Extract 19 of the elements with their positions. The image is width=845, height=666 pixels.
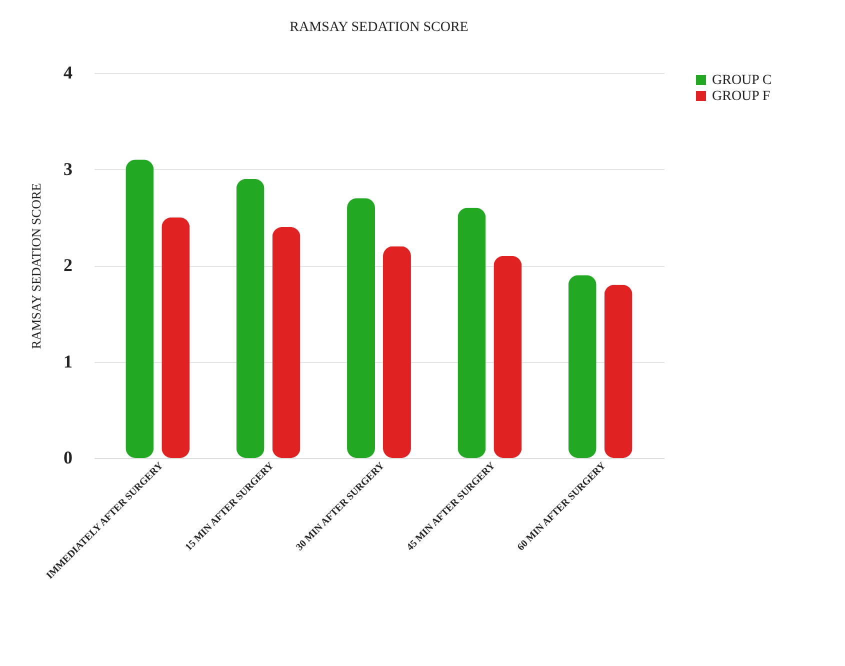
bar xyxy=(272,227,300,458)
bar xyxy=(458,208,486,458)
bar xyxy=(568,275,596,458)
legend-label: GROUP F xyxy=(712,89,770,104)
y-tick-label: 0 xyxy=(64,448,72,468)
y-tick-label: 1 xyxy=(64,351,72,372)
bar xyxy=(126,160,154,458)
bar xyxy=(494,256,522,458)
legend-label: GROUP C xyxy=(712,73,772,88)
y-tick-label: 3 xyxy=(64,158,72,179)
bar xyxy=(604,284,632,458)
chart-title: RAMSAY SEDATION SCORE xyxy=(290,20,468,35)
bar xyxy=(347,198,376,458)
bar xyxy=(382,246,411,458)
bar xyxy=(236,178,264,458)
y-axis-title: RAMSAY SEDATION SCORE xyxy=(28,182,44,349)
bar xyxy=(162,217,190,458)
y-tick-label: 4 xyxy=(64,62,72,82)
y-tick-label: 2 xyxy=(64,255,72,275)
